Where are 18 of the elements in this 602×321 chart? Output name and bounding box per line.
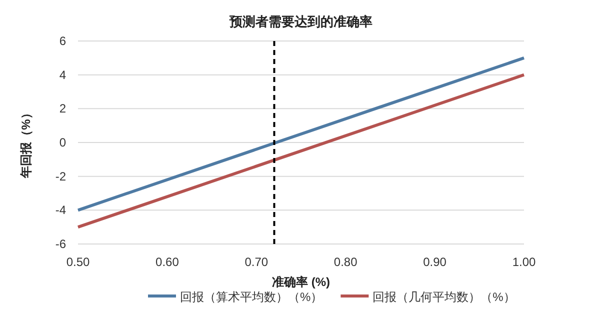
x-tick-label: 0.50 bbox=[66, 255, 90, 269]
y-tick-label: 0 bbox=[59, 136, 66, 150]
y-tick-label: 2 bbox=[59, 102, 66, 116]
y-tick-label: 4 bbox=[59, 68, 66, 82]
x-tick-label: 0.60 bbox=[156, 255, 180, 269]
x-tick-label: 0.70 bbox=[244, 255, 268, 269]
y-tick-label: -2 bbox=[55, 169, 66, 184]
chart-title: 预测者需要达到的准确率 bbox=[228, 14, 372, 29]
x-tick-label: 0.80 bbox=[334, 255, 358, 269]
y-axis-title: 年回报（%） bbox=[19, 107, 33, 179]
y-tick-label: 6 bbox=[59, 34, 66, 48]
x-tick-label: 0.90 bbox=[423, 255, 447, 269]
legend-label: 回报（算术平均数）（%） bbox=[180, 290, 323, 304]
y-tick-label: -4 bbox=[55, 203, 66, 218]
y-tick-label: -6 bbox=[55, 237, 66, 251]
legend-label: 回报（几何平均数）（%） bbox=[372, 290, 516, 304]
x-axis-title: 准确率 (%) bbox=[272, 275, 330, 289]
x-tick-label: 1.00 bbox=[512, 255, 536, 269]
